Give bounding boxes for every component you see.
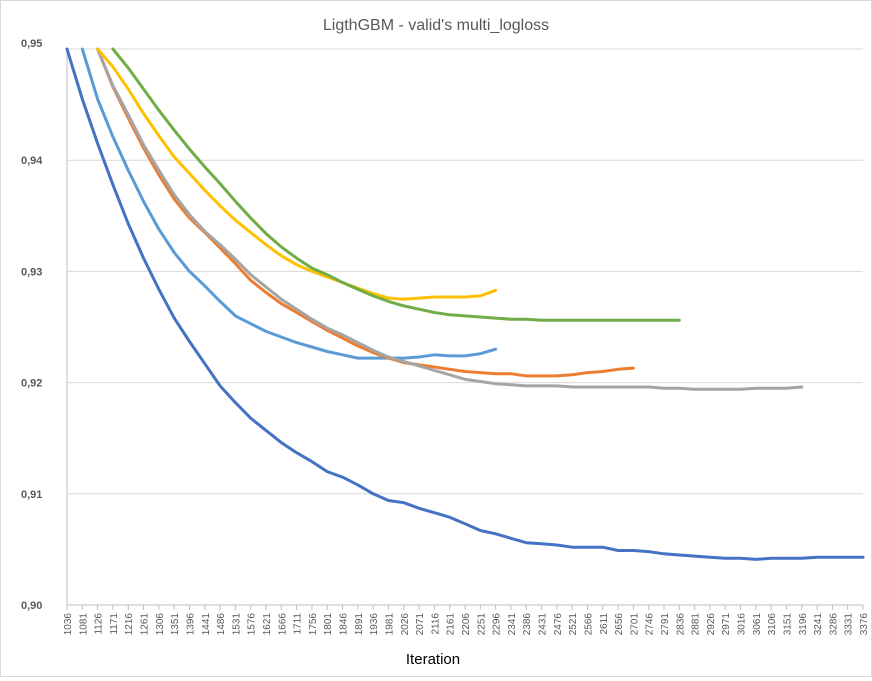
y-tick-label: 0,93 — [21, 266, 42, 278]
x-tick-label: 3061 — [752, 613, 763, 636]
y-tick-label: 0,95 — [21, 38, 42, 50]
x-tick-label: 1756 — [308, 613, 319, 636]
x-tick-label: 1216 — [124, 613, 135, 636]
x-axis-ticks: 1036 1081 1126 1171 1216 1261 1306 1351 1396 1441… — [63, 605, 870, 635]
y-axis-ticks: 0,90 0,91 0,92 0,93 0,94 0,95 — [21, 38, 43, 612]
x-tick-label: 1666 — [277, 613, 288, 636]
x-tick-label: 1261 — [140, 613, 151, 636]
x-tick-label: 3016 — [737, 613, 748, 636]
y-tick-label: 0,92 — [21, 378, 42, 390]
x-tick-label: 1351 — [170, 613, 181, 636]
x-tick-label: 3151 — [782, 613, 793, 636]
y-tick-label: 0,90 — [21, 600, 42, 612]
x-tick-label: 1081 — [78, 613, 89, 636]
x-tick-label: 2746 — [645, 613, 656, 636]
x-tick-label: 1396 — [185, 613, 196, 636]
x-tick-label: 2431 — [538, 613, 549, 636]
x-tick-label: 1981 — [384, 613, 395, 636]
x-tick-label: 1306 — [155, 613, 166, 636]
x-tick-label: 2521 — [568, 613, 579, 636]
x-tick-label: 2341 — [507, 613, 518, 636]
x-tick-label: 2161 — [446, 613, 457, 636]
x-tick-label: 2971 — [721, 613, 732, 636]
gridlines — [66, 48, 863, 606]
x-tick-label: 1441 — [201, 613, 212, 636]
x-tick-label: 2026 — [400, 613, 411, 636]
series-line-5 — [96, 47, 498, 301]
x-tick-label: 2881 — [691, 613, 702, 636]
x-tick-label: 2071 — [415, 613, 426, 636]
x-tick-label: 1621 — [262, 613, 273, 636]
y-tick-label: 0,94 — [21, 155, 43, 167]
x-tick-label: 3196 — [798, 613, 809, 636]
x-tick-label: 2251 — [476, 613, 487, 636]
x-axis-label: Iteration — [406, 651, 460, 668]
x-tick-label: 2566 — [583, 613, 594, 636]
series-line-6 — [111, 47, 681, 322]
y-tick-label: 0,91 — [21, 489, 42, 501]
series-line-1 — [65, 47, 865, 561]
x-tick-label: 2386 — [522, 613, 533, 636]
x-tick-label: 2476 — [553, 613, 564, 636]
x-tick-label: 2701 — [629, 613, 640, 636]
series-line-4 — [96, 47, 804, 391]
x-tick-label: 2116 — [430, 613, 441, 635]
x-tick-label: 3241 — [813, 613, 824, 636]
chart-title: LigthGBM - valid's multi_logloss — [323, 17, 549, 34]
x-tick-label: 2611 — [599, 613, 610, 635]
x-tick-label: 1486 — [216, 613, 227, 636]
x-tick-label: 2926 — [706, 613, 717, 636]
x-tick-label: 1576 — [247, 613, 258, 636]
x-tick-label: 1936 — [369, 613, 380, 636]
series-line-3 — [96, 47, 635, 378]
x-tick-label: 3106 — [767, 613, 778, 636]
x-tick-label: 1891 — [354, 613, 365, 636]
x-tick-label: 2656 — [614, 613, 625, 636]
x-tick-label: 3331 — [844, 613, 855, 636]
x-tick-label: 2791 — [660, 613, 671, 636]
x-tick-label: 3376 — [859, 613, 870, 636]
x-tick-label: 3286 — [828, 613, 839, 636]
x-tick-label: 2296 — [492, 613, 503, 636]
series-group — [65, 47, 865, 561]
x-tick-label: 1126 — [94, 613, 105, 635]
x-tick-label: 1711 — [293, 613, 304, 635]
x-tick-label: 1531 — [231, 613, 242, 636]
x-tick-label: 2206 — [461, 613, 472, 636]
x-tick-label: 1036 — [63, 613, 74, 636]
x-tick-label: 1171 — [109, 613, 120, 635]
x-tick-label: 1801 — [323, 613, 334, 636]
series-line-2 — [80, 47, 498, 360]
x-tick-label: 1846 — [339, 613, 350, 636]
x-tick-label: 2836 — [675, 613, 686, 636]
